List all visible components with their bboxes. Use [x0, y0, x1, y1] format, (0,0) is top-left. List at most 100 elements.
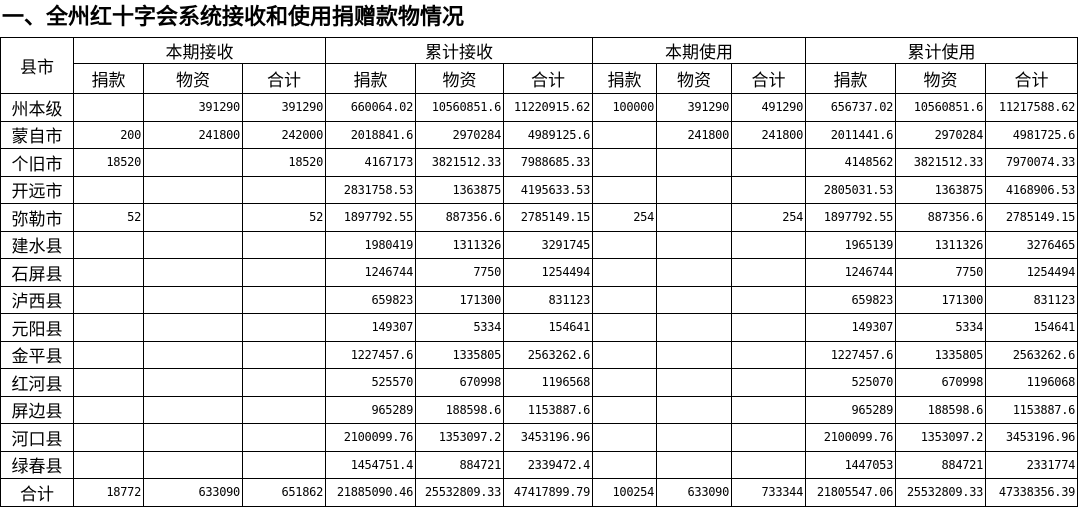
- table-cell: [656, 285, 733, 314]
- county-name: 河口县: [0, 423, 74, 452]
- table-cell: [592, 230, 658, 259]
- group-header: 本期使用: [592, 37, 807, 64]
- table-cell: [241, 423, 327, 452]
- table-cell: [731, 450, 807, 479]
- table-cell: 18520: [73, 148, 144, 177]
- table-cell: 241800: [143, 120, 243, 149]
- table-cell: 660064.02: [325, 93, 417, 122]
- table-cell: [143, 230, 243, 259]
- table-cell: 1246744: [325, 258, 417, 287]
- table-cell: [143, 368, 243, 397]
- table-cell: 3821512.33: [895, 148, 987, 177]
- table-cell: 10560851.6: [415, 93, 505, 122]
- table-cell: 188598.6: [895, 395, 987, 424]
- table-cell: 254: [731, 203, 807, 232]
- table-cell: [731, 258, 807, 287]
- table-cell: 5334: [895, 313, 987, 342]
- table-cell: [592, 423, 658, 452]
- county-name: 弥勒市: [0, 203, 74, 232]
- data-table: 县市 本期接收 累计接收 本期使用 累计使用 捐款 物资 合计 捐款 物资 合计 捐款 物资 合计 捐款…: [0, 37, 1079, 507]
- table-cell: 651862: [241, 478, 327, 507]
- table-cell: 1335805: [415, 340, 505, 369]
- table-cell: [592, 395, 658, 424]
- table-cell: 52: [241, 203, 327, 232]
- table-cell: 1311326: [895, 230, 987, 259]
- table-cell: [143, 450, 243, 479]
- table-cell: [592, 120, 658, 149]
- table-cell: 659823: [805, 285, 897, 314]
- table-cell: 11220915.62: [503, 93, 594, 122]
- table-cell: [143, 175, 243, 204]
- corner-header: 县市: [0, 37, 74, 94]
- table-cell: 7750: [895, 258, 987, 287]
- table-cell: 633090: [143, 478, 243, 507]
- column-header: 合计: [503, 63, 594, 94]
- table-cell: 1335805: [895, 340, 987, 369]
- table-cell: [143, 203, 243, 232]
- group-header: 累计接收: [325, 37, 594, 64]
- table-row: 州本级 391290 391290 660064.02 10560851.6 112209…: [0, 93, 1079, 122]
- table-cell: 5334: [415, 313, 505, 342]
- table-cell: 4167173: [325, 148, 417, 177]
- table-cell: 525070: [805, 368, 897, 397]
- table-cell: [241, 368, 327, 397]
- table-cell: [656, 368, 733, 397]
- header-row: 捐款 物资 合计 捐款 物资 合计 捐款 物资 合计 捐款 物资 合计: [1, 63, 1079, 94]
- table-cell: 100254: [592, 478, 658, 507]
- table-cell: 733344: [731, 478, 807, 507]
- table-cell: 1153887.6: [503, 395, 594, 424]
- table-cell: [731, 175, 807, 204]
- table-row: 泸西县 659823 171300 831123 659823 171300 831123: [0, 285, 1079, 314]
- table-cell: [241, 258, 327, 287]
- table-cell: 3453196.96: [985, 423, 1079, 452]
- column-header: 物资: [143, 63, 243, 94]
- table-cell: [73, 368, 144, 397]
- table-cell: [592, 368, 658, 397]
- table-cell: [731, 148, 807, 177]
- table-row: 弥勒市 52 52 1897792.55 887356.6 2785149.15 254 25…: [0, 203, 1079, 232]
- column-header: 捐款: [73, 63, 144, 94]
- table-cell: [592, 148, 658, 177]
- table-cell: 1227457.6: [805, 340, 897, 369]
- table-cell: 2831758.53: [325, 175, 417, 204]
- table-cell: 242000: [241, 120, 327, 149]
- table-cell: 3276465: [985, 230, 1079, 259]
- table-cell: [73, 285, 144, 314]
- table-cell: 1246744: [805, 258, 897, 287]
- column-header: 物资: [415, 63, 505, 94]
- table-cell: [241, 340, 327, 369]
- table-cell: 254: [592, 203, 658, 232]
- column-header: 物资: [656, 63, 733, 94]
- table-cell: 525570: [325, 368, 417, 397]
- table-cell: [73, 450, 144, 479]
- table-cell: 1254494: [503, 258, 594, 287]
- table-cell: 241800: [731, 120, 807, 149]
- table-cell: 2563262.6: [985, 340, 1079, 369]
- table-cell: [656, 423, 733, 452]
- table-cell: 52: [73, 203, 144, 232]
- table-cell: 2970284: [415, 120, 505, 149]
- table-cell: [143, 258, 243, 287]
- table-cell: 391290: [656, 93, 733, 122]
- table-cell: 2339472.4: [503, 450, 594, 479]
- table-cell: 887356.6: [895, 203, 987, 232]
- table-cell: 2785149.15: [503, 203, 594, 232]
- table-cell: 25532809.33: [415, 478, 505, 507]
- table-cell: 4989125.6: [503, 120, 594, 149]
- table-cell: 21805547.06: [805, 478, 897, 507]
- county-name: 泸西县: [0, 285, 74, 314]
- table-cell: 491290: [731, 93, 807, 122]
- column-header: 合计: [985, 63, 1079, 94]
- table-cell: [731, 230, 807, 259]
- table-cell: 3291745: [503, 230, 594, 259]
- column-header: 物资: [895, 63, 987, 94]
- table-cell: [241, 230, 327, 259]
- table-cell: 149307: [805, 313, 897, 342]
- table-cell: 2563262.6: [503, 340, 594, 369]
- table-cell: 1196568: [503, 368, 594, 397]
- table-cell: 1363875: [895, 175, 987, 204]
- table-cell: 1454751.4: [325, 450, 417, 479]
- table-cell: 18772: [73, 478, 144, 507]
- table-cell: 154641: [985, 313, 1079, 342]
- table-cell: [656, 203, 733, 232]
